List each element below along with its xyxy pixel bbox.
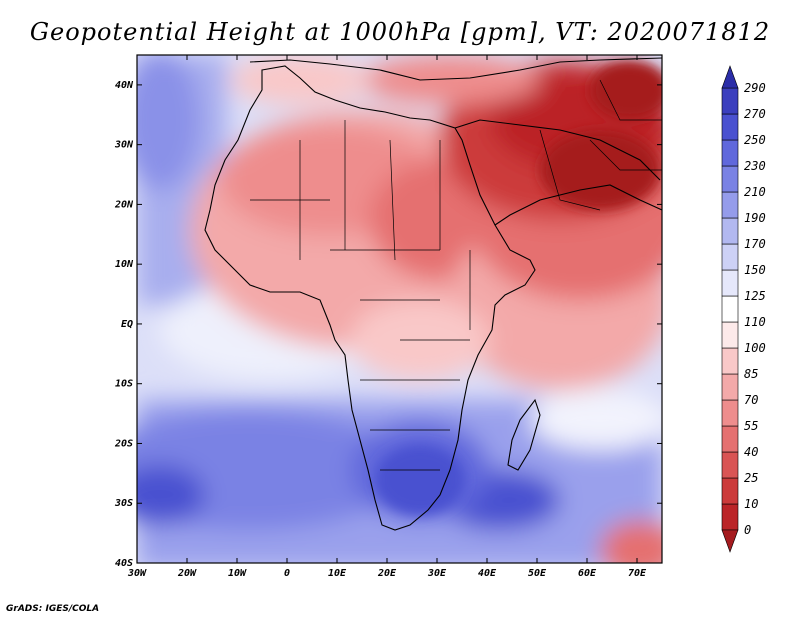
colorbar-label: 25 (744, 471, 758, 485)
lon-tick-label: 20E (377, 568, 397, 579)
country-borders (250, 79, 662, 471)
colorbar-label: 290 (744, 81, 766, 95)
lat-tick-label: 20S (114, 438, 133, 449)
colorbar-segment (721, 295, 739, 323)
colorbar-label: 270 (744, 107, 766, 121)
colorbar-label: 70 (744, 393, 758, 407)
lat-tick-label: 20N (114, 199, 134, 210)
lat-tick-label: 40S (115, 558, 133, 569)
colorbar-segment (721, 477, 739, 505)
lon-tick-label: 60E (578, 568, 597, 579)
colorbar: 0 10 25 40 55 70 85 100 110 125 150 170 190 210 230 250… (721, 65, 766, 553)
colorbar-high-triangle (721, 65, 739, 89)
coastlines (204, 57, 662, 531)
lat-tick-label: 30N (114, 140, 134, 151)
lon-tick-label: 20W (177, 568, 197, 579)
colorbar-segment (721, 139, 739, 167)
colorbar-segment (721, 451, 739, 479)
lat-tick-label: EQ (121, 319, 133, 330)
colorbar-label: 55 (744, 419, 758, 433)
colorbar-label: 150 (744, 263, 766, 277)
colorbar-segment (721, 113, 739, 141)
colorbar-label: 230 (744, 159, 766, 173)
grads-credit: GrADS: IGES/COLA (6, 604, 100, 614)
lat-tick-label: 40N (115, 80, 134, 91)
lon-tick-label: 30E (427, 568, 447, 579)
colorbar-segment (721, 425, 739, 453)
colorbar-label: 125 (744, 289, 766, 303)
latitude-axis: 40N 30N 20N 10N EQ 10S 20S 30S 40S (114, 80, 662, 569)
madagascar-coastline (507, 398, 541, 471)
chart-title: Geopotential Height at 1000hPa [gpm], VT… (29, 18, 771, 46)
africa-coastline (204, 65, 536, 531)
colorbar-segment (721, 503, 739, 531)
colorbar-label: 85 (744, 367, 758, 381)
mediterranean-coastline (249, 57, 662, 81)
lon-tick-label: 10W (228, 568, 247, 579)
colorbar-label: 110 (744, 315, 766, 329)
colorbar-label: 0 (744, 523, 751, 537)
colorbar-label: 10 (744, 497, 758, 511)
colorbar-segment (721, 191, 739, 219)
lat-tick-label: 10S (115, 379, 133, 390)
lon-tick-label: 40E (478, 568, 497, 579)
lon-tick-label: 10E (328, 568, 347, 579)
colorbar-low-triangle (721, 529, 739, 553)
colorbar-label: 190 (744, 211, 766, 225)
colorbar-segment (721, 399, 739, 427)
lat-tick-label: 10N (115, 259, 134, 270)
longitude-axis: 30W 20W 10W 0 10E 20E 30E 40E 50E 60E 70E (127, 55, 647, 579)
colorbar-segment (721, 347, 739, 375)
lat-tick-label: 30S (114, 498, 133, 509)
colorbar-segment (721, 321, 739, 349)
lon-tick-label: 30W (127, 568, 147, 579)
colorbar-segment (721, 87, 739, 115)
arabia-coastline (454, 119, 662, 226)
colorbar-label: 170 (744, 237, 766, 251)
height-field (137, 55, 662, 563)
colorbar-label: 250 (744, 133, 766, 147)
lon-tick-label: 50E (528, 568, 547, 579)
colorbar-label: 40 (744, 445, 758, 459)
lon-tick-label: 70E (628, 568, 647, 579)
colorbar-segment (721, 243, 739, 271)
colorbar-segment (721, 217, 739, 245)
colorbar-segment (721, 269, 739, 297)
colorbar-segment (721, 165, 739, 193)
colorbar-label: 100 (744, 341, 766, 355)
colorbar-label: 210 (744, 185, 766, 199)
plot-frame (136, 54, 663, 564)
lon-tick-label: 0 (284, 568, 290, 579)
colorbar-segment (721, 373, 739, 401)
